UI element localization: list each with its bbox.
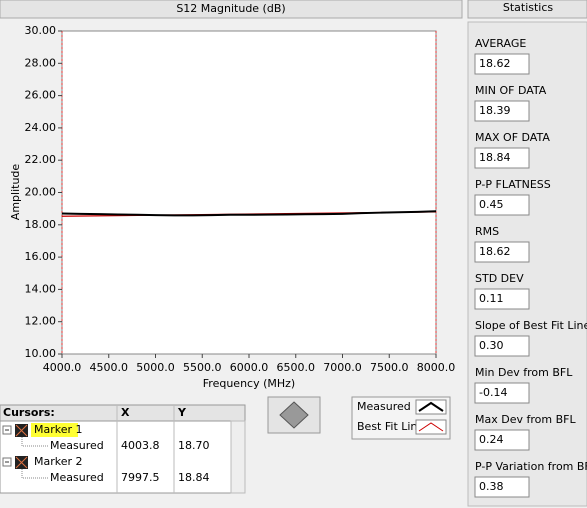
stats-title: Statistics [503,1,554,14]
cursor-plot: Measured [50,471,104,484]
legend-swatch [418,401,444,412]
stat-box [474,429,530,451]
stat-label: MAX OF DATA [475,131,550,144]
stat-value: 18.62 [479,245,511,258]
stat-value: 0.45 [479,198,504,211]
y-axis-label: Amplitude [9,164,22,221]
stat-label: Max Dev from BFL [475,413,576,426]
stat-value: 18.39 [479,104,511,117]
cursor-y: 18.70 [178,439,210,452]
cursor-table-heading: Cursors: [3,406,55,419]
marker-icon-cross [15,456,28,469]
stat-box [474,288,530,310]
stat-box [474,100,530,122]
tree-line [21,437,48,447]
stat-value: 0.11 [479,292,504,305]
cursor-x: 7997.5 [121,471,160,484]
cursor-table-heading: Y [177,406,187,419]
plot-area [61,30,437,355]
stats-header [467,0,587,19]
y-tick-label: 28.00 [25,56,57,69]
y-tick-label: 10.00 [25,347,57,360]
x-tick-label: 6000.0 [230,361,269,374]
diamond-icon [279,401,309,429]
x-tick-label: 7000.0 [323,361,362,374]
stat-label: AVERAGE [475,37,526,50]
cursor-x: 4003.8 [121,439,160,452]
scrollbar[interactable] [230,420,246,494]
y-tick-label: 24.00 [25,121,57,134]
x-axis-label: Frequency (MHz) [203,377,295,390]
legend-swatch-box [415,399,447,415]
chart-title: S12 Magnitude (dB) [176,2,285,15]
marker-icon-cross [15,424,28,437]
x-tick-label: 7500.0 [370,361,409,374]
legend-label: Measured [357,400,411,413]
cursor-table-header [0,404,246,422]
y-tick-label: 26.00 [25,89,57,102]
stat-label: P-P Variation from BFL [475,460,587,473]
stat-value: 0.30 [479,339,504,352]
series-line [61,210,437,217]
x-tick-label: 8000.0 [417,361,456,374]
stat-box [474,382,530,404]
y-tick-label: 20.00 [25,186,57,199]
y-tick-label: 12.00 [25,315,57,328]
y-tick-label: 16.00 [25,250,57,263]
stat-box [474,241,530,263]
y-tick-label: 18.00 [25,218,57,231]
legend-label: Best Fit Line [357,420,424,433]
marker-name[interactable]: Marker 2 [34,455,83,468]
stat-label: Slope of Best Fit Line [475,319,587,332]
stat-label: P-P FLATNESS [475,178,551,191]
x-tick-label: 6500.0 [277,361,316,374]
stat-label: RMS [475,225,499,238]
x-tick-label: 5000.0 [136,361,175,374]
y-tick-label: 14.00 [25,282,57,295]
stat-label: MIN OF DATA [475,84,547,97]
marker-name[interactable]: Marker 1 [34,423,83,436]
marker-highlight [31,423,78,437]
stat-value: 0.38 [479,480,504,493]
x-tick-label: 4500.0 [90,361,129,374]
x-tick-label: 5500.0 [183,361,222,374]
chart-header [0,0,463,19]
cursor-y: 18.84 [178,471,210,484]
stat-value: 18.62 [479,57,511,70]
legend-swatch-box [415,419,447,435]
stat-value: -0.14 [479,386,507,399]
cursor-table-heading: X [121,406,130,419]
stat-label: STD DEV [475,272,524,285]
stat-label: Min Dev from BFL [475,366,573,379]
stat-box [474,476,530,498]
stat-value: 18.84 [479,151,511,164]
y-tick-label: 30.00 [25,24,57,37]
stat-box [474,53,530,75]
x-tick-label: 4000.0 [43,361,82,374]
tree-line [21,469,48,479]
stat-value: 0.24 [479,433,504,446]
legend-swatch [418,422,444,432]
stat-box [474,194,530,216]
stat-box [474,335,530,357]
stat-box [474,147,530,169]
cursor-plot: Measured [50,439,104,452]
y-tick-label: 22.00 [25,153,57,166]
